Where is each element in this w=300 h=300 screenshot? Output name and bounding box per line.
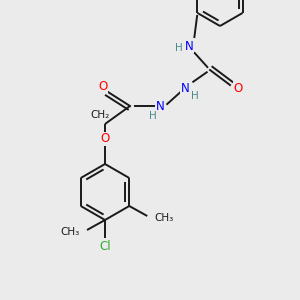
Text: N: N bbox=[156, 100, 164, 112]
Text: CH₃: CH₃ bbox=[61, 227, 80, 237]
Text: H: H bbox=[191, 91, 199, 101]
Text: H: H bbox=[175, 43, 183, 53]
Text: CH₂: CH₂ bbox=[90, 110, 110, 120]
Text: O: O bbox=[100, 133, 109, 146]
Text: CH₃: CH₃ bbox=[154, 213, 173, 223]
Text: H: H bbox=[149, 111, 157, 121]
Text: N: N bbox=[181, 82, 189, 94]
Text: O: O bbox=[98, 80, 108, 94]
Text: O: O bbox=[233, 82, 243, 94]
Text: N: N bbox=[184, 40, 194, 52]
Text: Cl: Cl bbox=[99, 239, 111, 253]
